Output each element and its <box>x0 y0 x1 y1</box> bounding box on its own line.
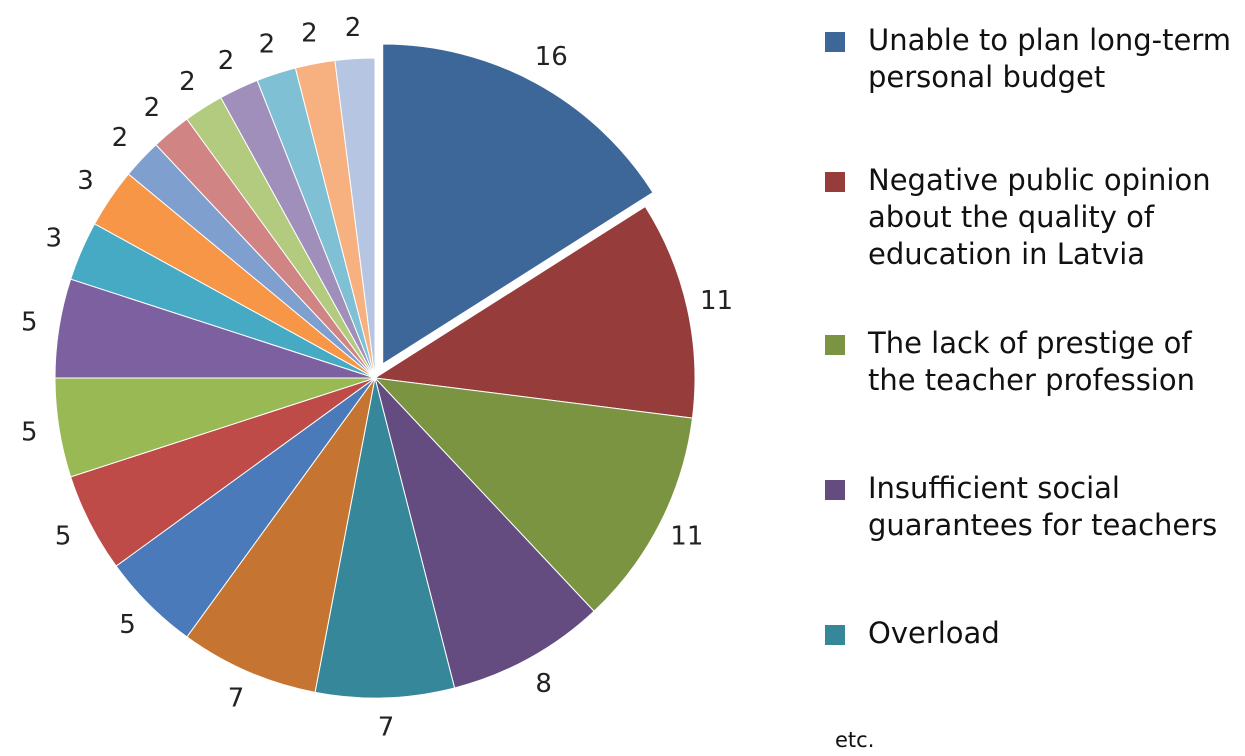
pie-slice <box>373 205 696 419</box>
legend-swatch <box>825 335 845 355</box>
legend-label: Insufficient social guarantees for teach… <box>868 471 1218 542</box>
data-label: 2 <box>218 46 235 76</box>
data-label: 2 <box>259 30 276 60</box>
data-label: 7 <box>378 712 395 742</box>
data-label: 2 <box>179 67 196 97</box>
legend-label: Overload <box>868 616 1000 650</box>
legend-entry: Unable to plan long-term personal budget <box>825 22 1240 96</box>
data-label: 5 <box>119 610 136 640</box>
legend-label: Negative public opinion about the qualit… <box>868 163 1211 271</box>
data-label: 11 <box>670 521 703 551</box>
legend-entry: Negative public opinion about the qualit… <box>825 162 1240 273</box>
data-label: 2 <box>345 13 362 43</box>
data-label: 5 <box>21 417 38 447</box>
legend-swatch <box>825 172 845 192</box>
pie-slice <box>314 377 456 699</box>
legend-entry: The lack of prestige of the teacher prof… <box>825 325 1240 399</box>
data-label: 16 <box>535 42 568 72</box>
pie-slice <box>373 377 694 612</box>
legend-swatch <box>825 625 845 645</box>
legend-label: Unable to plan long-term personal budget <box>868 23 1231 94</box>
data-label: 5 <box>55 521 72 551</box>
legend-swatch <box>825 480 845 500</box>
legend-swatch <box>825 32 845 52</box>
data-label: 2 <box>112 123 129 153</box>
legend-entry: Overload <box>825 615 1240 652</box>
data-label: 2 <box>301 19 318 49</box>
legend-label: The lack of prestige of the teacher prof… <box>868 326 1195 397</box>
data-label: 8 <box>535 669 552 699</box>
data-label: 2 <box>144 93 161 123</box>
pie-slice <box>186 377 376 693</box>
pie-slice <box>382 43 654 365</box>
pie-slice <box>374 377 595 689</box>
data-label: 11 <box>700 286 733 316</box>
legend-entry: Insufficient social guarantees for teach… <box>825 470 1240 544</box>
data-label: 3 <box>46 223 63 253</box>
legend-note: etc. <box>835 728 875 752</box>
data-label: 5 <box>21 308 38 338</box>
pie-slice <box>334 57 376 379</box>
data-label: 7 <box>228 684 245 714</box>
data-label: 3 <box>77 166 94 196</box>
